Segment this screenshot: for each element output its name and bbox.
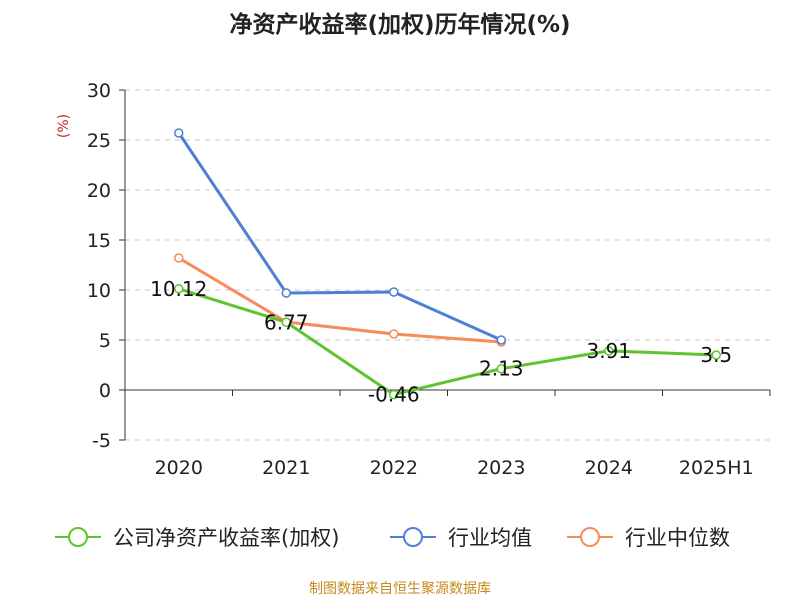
y-tick-labels: -5 0 5 10 15 20 25 30: [87, 80, 111, 452]
data-label: 3.91: [586, 339, 631, 363]
data-point: [496, 335, 506, 345]
data-point: [389, 389, 399, 400]
gridlines: [125, 89, 770, 441]
data-point: [174, 128, 184, 138]
legend-marker: [403, 527, 423, 547]
data-point: [281, 317, 291, 328]
data-point: [389, 329, 399, 339]
y-tick-label: 20: [87, 180, 111, 202]
data-label: 10.12: [150, 277, 207, 301]
x-tick-label: 2020: [155, 457, 203, 479]
legend-label: 公司净资产收益率(加权): [113, 526, 339, 550]
legend-label: 行业均值: [448, 526, 532, 550]
data-label: -0.46: [368, 383, 420, 407]
y-tick-label: 25: [87, 130, 111, 152]
data-point: [281, 288, 291, 298]
y-tick-label: 0: [99, 380, 111, 402]
y-tick-label: -5: [92, 430, 111, 452]
series-line: [178, 287, 717, 397]
y-tick-label: 10: [87, 280, 111, 302]
legend-marker: [580, 527, 600, 547]
legend: 公司净资产收益率(加权) 行业均值 行业中位数: [55, 526, 730, 550]
x-tick-label: 2025H1: [679, 457, 754, 479]
series-line: [177, 132, 502, 342]
y-tick-label: 15: [87, 230, 111, 252]
data-point: [389, 287, 399, 297]
legend-label: 行业中位数: [625, 526, 730, 550]
axes: [119, 89, 771, 441]
x-tick-labels: 2020 2021 2022 2023 2024 2025H1: [155, 457, 754, 479]
data-point: [174, 284, 184, 294]
data-label: 3.5: [700, 343, 732, 367]
series-line: [178, 256, 502, 344]
x-tick-label: 2024: [585, 457, 633, 479]
data-point: [604, 346, 614, 356]
x-tick-label: 2023: [477, 457, 525, 479]
x-tick-label: 2021: [262, 457, 310, 479]
series-group: [174, 128, 721, 400]
x-tick-label: 2022: [370, 457, 418, 479]
y-axis-label: (%): [56, 114, 72, 138]
data-label: 2.13: [479, 357, 524, 381]
data-label: 6.77: [264, 310, 309, 334]
data-point: [174, 253, 184, 263]
data-point: [711, 350, 721, 360]
legend-marker: [68, 527, 88, 547]
source-note: 制图数据来自恒生聚源数据库: [309, 581, 491, 597]
data-labels: 10.12 6.77 -0.46 2.13 3.91 3.5: [150, 277, 732, 407]
y-tick-label: 5: [99, 330, 111, 352]
data-point: [496, 363, 506, 374]
chart-title: 净资产收益率(加权)历年情况(%): [229, 11, 570, 38]
y-tick-label: 30: [87, 80, 111, 102]
